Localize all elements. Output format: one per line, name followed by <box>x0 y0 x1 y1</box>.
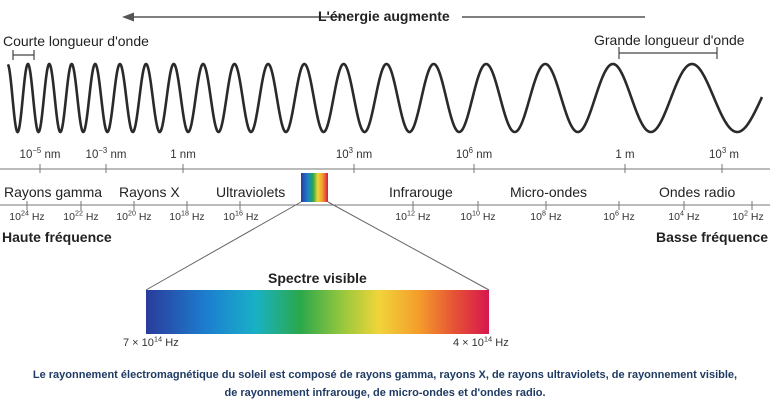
frequency-tick-label: 1012 Hz <box>395 209 431 223</box>
projection-lines <box>145 201 490 291</box>
frequency-tick-label: 1018 Hz <box>169 209 205 223</box>
energy-label: L'énergie augmente <box>318 8 450 24</box>
high-frequency-label: Haute fréquence <box>2 229 112 245</box>
frequency-tick-label: 1022 Hz <box>63 209 99 223</box>
wavelength-tick-label: 1 m <box>615 149 635 161</box>
caption-line-2: de rayonnement infrarouge, de micro-onde… <box>224 387 546 399</box>
band-radio-waves: Ondes radio <box>659 184 736 200</box>
wavelength-tick-label: 103 nm <box>335 146 373 161</box>
band-microwaves: Micro-ondes <box>510 184 588 200</box>
visible-right-frequency: 4 × 1014 Hz <box>453 334 509 349</box>
short-wavelength-label: Courte longueur d'onde <box>3 33 149 49</box>
frequency-tick-label: 1024 Hz <box>9 209 45 223</box>
band-x-rays: Rayons X <box>119 184 180 200</box>
frequency-ticks <box>26 201 753 210</box>
wavelength-tick-label: 106 nm <box>455 146 493 161</box>
frequency-tick-label: 1010 Hz <box>460 209 496 223</box>
frequency-tick-label: 104 Hz <box>668 209 700 223</box>
frequency-tick-label: 102 Hz <box>732 209 764 223</box>
long-wavelength-bracket <box>618 47 718 59</box>
visible-spectrum-bar <box>146 290 489 334</box>
visible-band-marker <box>301 173 328 202</box>
frequency-tick-label: 108 Hz <box>530 209 562 223</box>
band-infrared: Infrarouge <box>389 184 453 200</box>
band-gamma-rays: Rayons gamma <box>4 184 103 200</box>
wave-graphic <box>6 62 764 134</box>
band-ultraviolet: Ultraviolets <box>216 184 286 200</box>
frequency-tick-label: 106 Hz <box>603 209 635 223</box>
low-frequency-label: Basse fréquence <box>656 229 769 245</box>
long-wavelength-label: Grande longueur d'onde <box>594 32 745 48</box>
caption: Le rayonnement électromagnétique du sole… <box>0 366 770 402</box>
visible-spectrum-label: Spectre visible <box>268 270 367 286</box>
short-wavelength-bracket <box>12 50 35 60</box>
visible-left-frequency: 7 × 1014 Hz <box>123 334 179 349</box>
frequency-tick-label: 1020 Hz <box>116 209 152 223</box>
caption-line-1: Le rayonnement électromagnétique du sole… <box>32 369 738 381</box>
wavelength-ticks <box>39 164 723 173</box>
wavelength-tick-label: 10−3 nm <box>85 146 127 161</box>
wavelength-tick-label: 103 m <box>709 146 739 161</box>
wavelength-tick-label: 10−5 nm <box>19 146 61 161</box>
energy-arrow <box>122 12 645 22</box>
wavelength-tick-label: 1 nm <box>170 149 196 161</box>
frequency-tick-label: 1016 Hz <box>223 209 259 223</box>
